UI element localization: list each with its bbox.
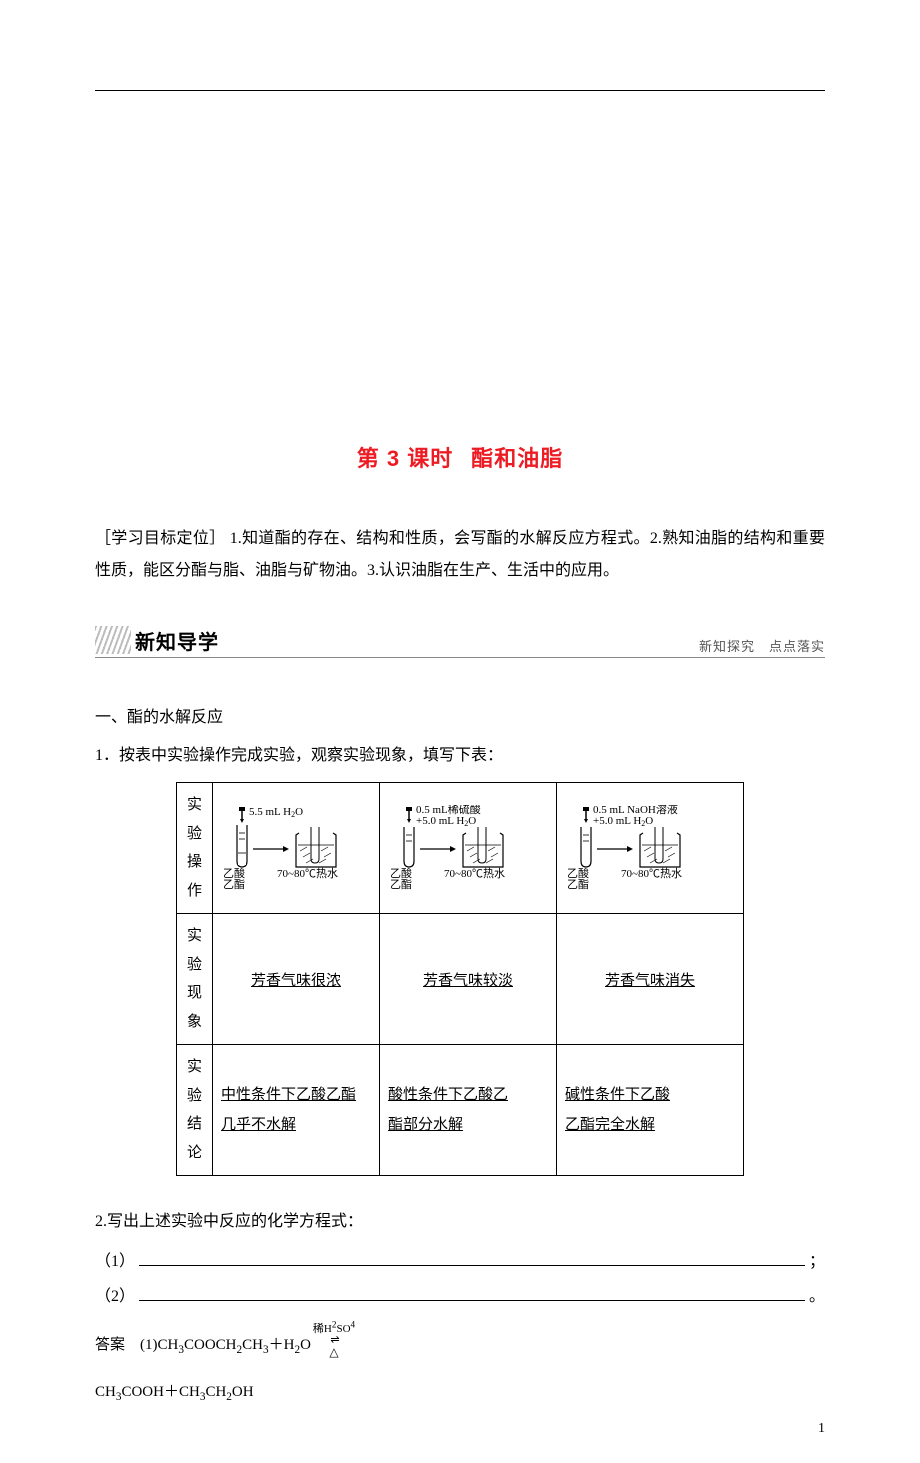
svg-text:乙酯: 乙酯 bbox=[567, 878, 589, 891]
blank-suffix-1: ； bbox=[809, 1244, 825, 1279]
bath-label: 70~80℃热水 bbox=[277, 867, 338, 880]
section-label-wrap: 新知导学 bbox=[95, 623, 219, 657]
step-1: 1．按表中实验操作完成实验，观察实验现象，填写下表： bbox=[95, 740, 825, 772]
section-subtitle: 新知探究 点点落实 bbox=[699, 636, 825, 657]
row-head-conclusion: 实验 结论 bbox=[176, 1045, 212, 1176]
svg-text:乙酯: 乙酯 bbox=[390, 878, 412, 891]
blank-1[interactable] bbox=[139, 1249, 805, 1266]
phenomena-3: 芳香气味消失 bbox=[557, 914, 744, 1045]
blank-line-1: （1） ； bbox=[95, 1244, 825, 1279]
answer-prefix: (1) bbox=[140, 1337, 158, 1353]
phenomena-2: 芳香气味较淡 bbox=[380, 914, 557, 1045]
blank-line-2: （2） 。 bbox=[95, 1279, 825, 1314]
reagent-bottom: +5.0 mL H2O bbox=[593, 815, 653, 828]
heading-1: 一、酯的水解反应 bbox=[95, 702, 825, 734]
answer-line-1: 答案 (1)CH3COOCH2CH3＋H2O稀H2SO4⇌△ bbox=[95, 1320, 825, 1362]
blank-2[interactable] bbox=[139, 1284, 805, 1301]
conclusion-1: 中性条件下乙酸乙酯 几乎不水解 bbox=[213, 1045, 380, 1176]
title-main: 酯和油脂 bbox=[471, 446, 563, 471]
svg-text:乙酯: 乙酯 bbox=[223, 878, 245, 891]
title-prefix: 第 3 课时 bbox=[357, 446, 453, 471]
tube-label: 乙酸 bbox=[223, 866, 245, 880]
equation-lhs: CH3COOCH2CH3＋H2O bbox=[158, 1337, 311, 1353]
row-head-phenomena: 实验 现象 bbox=[176, 914, 212, 1045]
step-2: 2.写出上述实验中反应的化学方程式： bbox=[95, 1206, 825, 1238]
heat-triangle-icon: △ bbox=[329, 1345, 338, 1359]
lesson-title: 第 3 课时酯和油脂 bbox=[95, 441, 825, 473]
table-row: 实验 操作 5.5 mL H2O bbox=[176, 783, 743, 914]
blank-suffix-2: 。 bbox=[809, 1279, 825, 1314]
top-rule bbox=[95, 90, 825, 91]
svg-text:70~80℃热水: 70~80℃热水 bbox=[444, 867, 505, 880]
apparatus-diagram-2: 0.5 mL稀硫酸 +5.0 mL H2O 乙酸 bbox=[388, 805, 548, 891]
table-row: 实验 结论 中性条件下乙酸乙酯 几乎不水解 酸性条件下乙酸乙 酯部分水解 碱性条… bbox=[176, 1045, 743, 1176]
hatch-decoration bbox=[95, 626, 131, 654]
page-number: 1 bbox=[818, 1421, 825, 1437]
section-banner: 新知导学 新知探究 点点落实 bbox=[95, 623, 825, 658]
answer-label: 答案 bbox=[95, 1337, 140, 1353]
svg-text:70~80℃热水: 70~80℃热水 bbox=[621, 867, 682, 880]
reaction-conditions: 稀H2SO4⇌△ bbox=[313, 1320, 355, 1359]
row-head-operation: 实验 操作 bbox=[176, 783, 212, 914]
apparatus-diagram-1: 5.5 mL H2O bbox=[221, 805, 371, 891]
objectives-label: ［学习目标定位］ bbox=[95, 530, 225, 547]
apparatus-diagram-3: 0.5 mL NaOH溶液 +5.0 mL H2O 乙酸 bbox=[565, 805, 735, 891]
op-cell-3: 0.5 mL NaOH溶液 +5.0 mL H2O 乙酸 bbox=[557, 783, 744, 914]
table-row: 实验 现象 芳香气味很浓 芳香气味较淡 芳香气味消失 bbox=[176, 914, 743, 1045]
reagent-bottom: +5.0 mL H2O bbox=[416, 815, 476, 828]
svg-text:乙酸: 乙酸 bbox=[567, 866, 589, 880]
conclusion-3: 碱性条件下乙酸 乙酯完全水解 bbox=[557, 1045, 744, 1176]
answer-line-2: CH3COOH＋CH3CH2OH bbox=[95, 1377, 825, 1409]
learning-objectives: ［学习目标定位］ 1.知道酯的存在、结构和性质，会写酯的水解反应方程式。2.熟知… bbox=[95, 523, 825, 587]
section-label: 新知导学 bbox=[135, 626, 219, 655]
blank-prefix-1: （1） bbox=[95, 1244, 135, 1279]
op-cell-1: 5.5 mL H2O bbox=[213, 783, 380, 914]
svg-text:乙酸: 乙酸 bbox=[390, 866, 412, 880]
op-cell-2: 0.5 mL稀硫酸 +5.0 mL H2O 乙酸 bbox=[380, 783, 557, 914]
blank-prefix-2: （2） bbox=[95, 1279, 135, 1314]
experiment-table: 实验 操作 5.5 mL H2O bbox=[176, 782, 744, 1176]
reagent-top: 5.5 mL H2O bbox=[249, 806, 303, 819]
phenomena-1: 芳香气味很浓 bbox=[213, 914, 380, 1045]
conclusion-2: 酸性条件下乙酸乙 酯部分水解 bbox=[380, 1045, 557, 1176]
